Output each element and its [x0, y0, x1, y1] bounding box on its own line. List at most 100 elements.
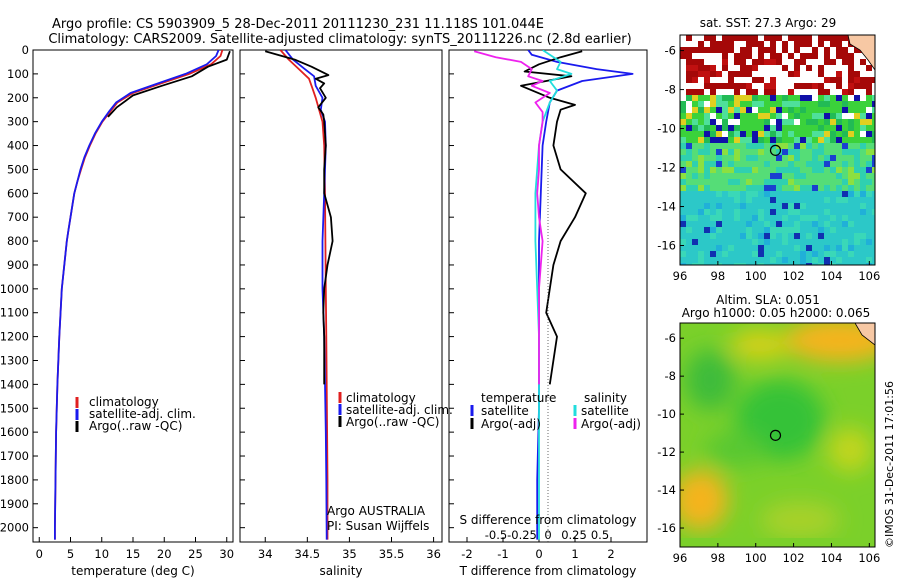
- map-x-tick-label: 100: [745, 551, 767, 565]
- sla-map-title-line1: Altim. SLA: 0.051: [716, 293, 820, 307]
- map-y-tick-label: -6: [665, 331, 676, 345]
- sst-map-frame: [679, 34, 876, 266]
- sla-map-image: [680, 323, 875, 547]
- map-x-tick-label: 102: [783, 551, 805, 565]
- depth-axis: 0 100 200 300 400 500 600 700 800 900 1000 1100 1200…: [0, 43, 454, 535]
- x-tick-label: 5: [67, 547, 74, 561]
- depth-tick-label: 1300: [0, 353, 29, 367]
- map-y-tick-label: -16: [657, 239, 676, 253]
- map-y-tick-label: -14: [657, 483, 676, 497]
- figure-title-line2: Climatology: CARS2009. Satellite-adjuste…: [48, 32, 631, 47]
- diff-legend-temp-argo: Argo(-adj): [481, 417, 541, 431]
- map-x-tick-label: 104: [820, 269, 842, 283]
- map-x-tick-label: 96: [673, 551, 688, 565]
- diff-legend-temp-title: temperature: [481, 391, 556, 405]
- sla-map-x-axis: 96 98 100 102 104 106: [673, 543, 880, 565]
- sla-map-frame: [679, 322, 876, 548]
- sla-land-shape: [854, 323, 875, 346]
- x-tick-label: -1: [497, 547, 508, 561]
- diff-legend-sal-satellite: satellite: [581, 404, 629, 418]
- series-line-satellite: [534, 50, 573, 540]
- diff-legend-sal-title: salinity: [584, 391, 627, 405]
- salinity-series: [264, 50, 334, 540]
- x-tick-label: 1: [571, 547, 578, 561]
- depth-tick-label: 0: [22, 43, 29, 57]
- depth-tick-label: 1800: [0, 473, 29, 487]
- series-line-argo-adj-: [520, 50, 587, 385]
- salinity-annotation-pi: PI: Susan Wijffels: [327, 519, 429, 533]
- sst-map-image: [680, 35, 875, 265]
- sst-map-y-axis: -6 -8 -10 -12 -14 -16: [657, 44, 684, 253]
- x-tick-label: 30: [219, 547, 234, 561]
- x2-tick-label: 0.5: [591, 528, 609, 542]
- depth-tick-label: 1600: [0, 425, 29, 439]
- x2-tick-label: 0.25: [561, 528, 587, 542]
- sla-argo-marker: [769, 429, 782, 441]
- x-tick-label: 34.5: [295, 547, 321, 561]
- map-x-tick-label: 106: [858, 551, 880, 565]
- map-x-tick-label: 98: [711, 269, 726, 283]
- series-line-argo-raw-qc-: [264, 50, 334, 385]
- difference-series: [473, 50, 634, 540]
- map-y-tick-label: -6: [665, 44, 676, 58]
- depth-tick-label: 1000: [0, 282, 29, 296]
- depth-tick-label: 2000: [0, 521, 29, 535]
- map-y-tick-label: -12: [657, 161, 676, 175]
- figure-title-line1: Argo profile: CS 5903909_5 28-Dec-2011 2…: [52, 17, 544, 32]
- diff-legend-temp-satellite: satellite: [481, 404, 529, 418]
- x-tick-label: 10: [94, 547, 109, 561]
- depth-tick-label: 1500: [0, 401, 29, 415]
- map-y-tick-label: -12: [657, 445, 676, 459]
- sst-land-shape: [847, 35, 875, 71]
- depth-tick-label: 500: [7, 162, 29, 176]
- map-y-tick-label: -8: [665, 83, 676, 97]
- map-x-tick-label: 98: [711, 551, 726, 565]
- x2-tick-label: -0.25: [507, 528, 537, 542]
- map-y-tick-label: -10: [657, 407, 676, 421]
- depth-tick-label: 800: [7, 234, 29, 248]
- diff-legend-sal-argo: Argo(-adj): [581, 417, 641, 431]
- depth-tick-label: 1400: [0, 377, 29, 391]
- depth-tick-label: 400: [7, 139, 29, 153]
- difference-x2-axis: -0.5 -0.25 0 0.25 0.5: [485, 528, 609, 542]
- x-tick-label: 0: [535, 547, 542, 561]
- difference-xlabel: T difference from climatology: [459, 564, 637, 578]
- depth-tick-label: 1200: [0, 330, 29, 344]
- salinity-panel-frame: [239, 49, 443, 543]
- series-line-argo-adj-: [473, 50, 551, 385]
- series-line-climatology: [54, 50, 224, 540]
- sla-map-title-line2: Argo h1000: 0.05 h2000: 0.065: [682, 306, 871, 320]
- x-tick-label: 25: [188, 547, 203, 561]
- sal-legend-climatology: climatology: [346, 391, 416, 405]
- sal-legend-argo: Argo(..raw -QC): [346, 415, 439, 429]
- map-x-tick-label: 100: [745, 269, 767, 283]
- x-tick-label: 35: [342, 547, 357, 561]
- depth-tick-label: 600: [7, 186, 29, 200]
- temperature-legend: climatology satellite-adj. clim. Argo(..…: [75, 395, 196, 433]
- series-line-satellite-adj-clim-: [54, 50, 220, 540]
- x-tick-label: 2: [607, 547, 614, 561]
- sst-map-x-axis: 96 98 100 102 104 106: [673, 261, 880, 283]
- x-tick-label: 34: [258, 547, 273, 561]
- series-line-satellite-adj-clim-: [284, 50, 328, 540]
- salinity-xlabel: salinity: [319, 564, 362, 578]
- sst-map-title: sat. SST: 27.3 Argo: 29: [700, 16, 837, 30]
- x2-tick-label: -0.5: [485, 528, 507, 542]
- difference-legend: temperature satellite Argo(-adj) salinit…: [470, 391, 641, 431]
- temp-legend-argo: Argo(..raw -QC): [89, 419, 182, 433]
- salinity-annotation-float: Argo AUSTRALIA: [327, 504, 426, 518]
- temperature-xlabel: temperature (deg C): [71, 564, 194, 578]
- depth-tick-label: 100: [7, 67, 29, 81]
- depth-tick-label: 1700: [0, 449, 29, 463]
- map-x-tick-label: 102: [783, 269, 805, 283]
- map-x-tick-label: 106: [858, 269, 880, 283]
- depth-tick-label: 200: [7, 91, 29, 105]
- map-x-tick-label: 96: [673, 269, 688, 283]
- depth-tick-label: 300: [7, 115, 29, 129]
- difference-x2label: S difference from climatology: [460, 513, 637, 527]
- depth-tick-label: 1900: [0, 497, 29, 511]
- sst-argo-marker: [769, 144, 782, 156]
- x-tick-label: 20: [157, 547, 172, 561]
- x-tick-label: 15: [126, 547, 141, 561]
